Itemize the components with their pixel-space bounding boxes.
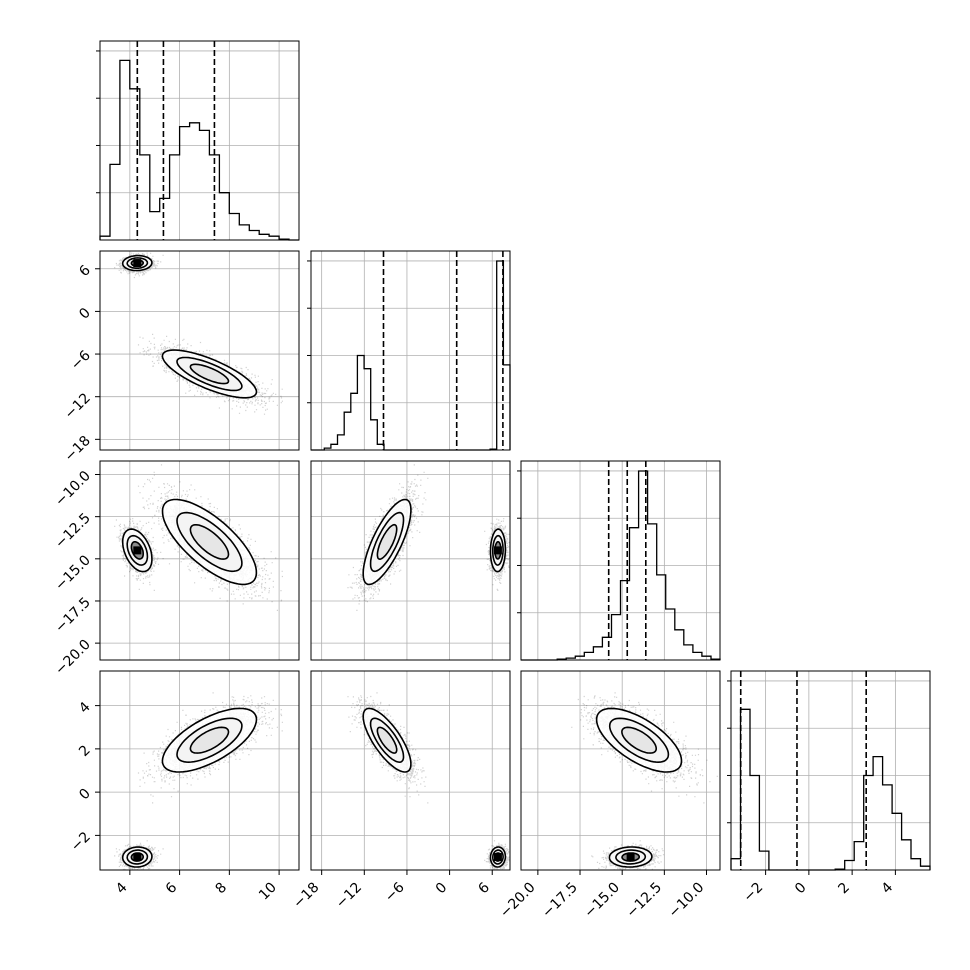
panel-frame — [310, 670, 511, 871]
y-tick-label: 4 — [76, 699, 94, 717]
panel-0-1 — [99, 250, 300, 451]
x-tick-label: 2 — [835, 880, 853, 898]
histogram-panel-1 — [307, 250, 511, 451]
panel-frame — [99, 250, 300, 451]
y-tick-label: −10.0 — [52, 468, 94, 510]
histogram-steps — [730, 708, 931, 871]
density-peak — [133, 853, 142, 862]
x-tick-label: −17.5 — [539, 880, 581, 922]
scatter-points — [114, 252, 283, 415]
y-tick-label: −6 — [68, 348, 94, 374]
panel-frame — [99, 460, 300, 661]
y-tick-label: 2 — [76, 742, 94, 760]
panel-0-2 — [99, 460, 300, 661]
panel-frame — [520, 460, 721, 661]
x-tick-label: −12 — [333, 880, 365, 912]
panel-content — [571, 692, 718, 870]
panel-0-3 — [99, 670, 300, 871]
x-tick-label: 6 — [163, 879, 181, 897]
x-tick-label: −6 — [382, 879, 408, 905]
panel-1-2 — [310, 460, 511, 661]
panel-content — [114, 464, 283, 611]
panel-frame — [99, 40, 300, 241]
x-tick-label: −20.0 — [497, 880, 539, 922]
x-tick-label: 0 — [433, 880, 451, 898]
x-tick-label: 4 — [879, 879, 897, 897]
panel-frame — [310, 460, 511, 661]
x-tick-label: −18 — [290, 880, 322, 912]
contour-level-3 — [621, 726, 657, 754]
x-tick-label: −10.0 — [666, 880, 708, 922]
panel-frame — [730, 670, 931, 871]
contour-level-3 — [376, 523, 398, 561]
y-tick-label: −18 — [62, 433, 94, 465]
panel-content — [114, 252, 283, 415]
histogram-panel-0 — [96, 40, 300, 241]
histogram-panel-2 — [517, 460, 721, 661]
y-tick-label: −12 — [62, 390, 94, 422]
density-peak — [133, 546, 142, 555]
histogram-steps — [521, 470, 721, 661]
y-tick-label: −15.0 — [52, 552, 94, 594]
x-tick-label: 4 — [113, 879, 131, 897]
panel-content — [347, 692, 510, 870]
y-tick-label: 0 — [76, 305, 94, 323]
y-tick-label: −17.5 — [52, 594, 94, 636]
density-peak — [493, 546, 502, 555]
panel-1-3 — [310, 670, 511, 871]
contour-level-3 — [189, 524, 230, 560]
x-tick-label: 8 — [213, 880, 231, 898]
y-tick-label: −2 — [68, 829, 94, 855]
panel-frame — [99, 670, 300, 871]
x-tick-label: 0 — [792, 880, 810, 898]
contour-level-3 — [189, 726, 230, 754]
y-tick-label: 0 — [76, 786, 94, 804]
panel-frame — [310, 250, 511, 451]
panel-content — [347, 464, 510, 611]
x-tick-label: 6 — [475, 879, 493, 897]
contour-level-3 — [376, 726, 398, 754]
scatter-points — [114, 692, 283, 870]
density-peak — [626, 853, 635, 862]
x-tick-label: −2 — [741, 880, 767, 906]
panel-2-3 — [520, 670, 721, 871]
x-tick-label: −15.0 — [581, 880, 623, 922]
x-tick-label: −12.5 — [624, 880, 666, 922]
panel-content — [114, 692, 283, 870]
histogram-panel-3 — [727, 670, 931, 871]
scatter-points — [347, 464, 510, 611]
contour-level-3 — [189, 363, 230, 385]
histogram-steps — [99, 59, 299, 241]
panel-frame — [520, 670, 721, 871]
y-tick-label: 6 — [76, 262, 94, 280]
y-tick-label: −20.0 — [52, 637, 94, 679]
y-tick-label: −12.5 — [52, 510, 94, 552]
density-peak — [133, 259, 142, 268]
x-tick-label: 10 — [256, 880, 280, 904]
density-peak — [493, 853, 502, 862]
